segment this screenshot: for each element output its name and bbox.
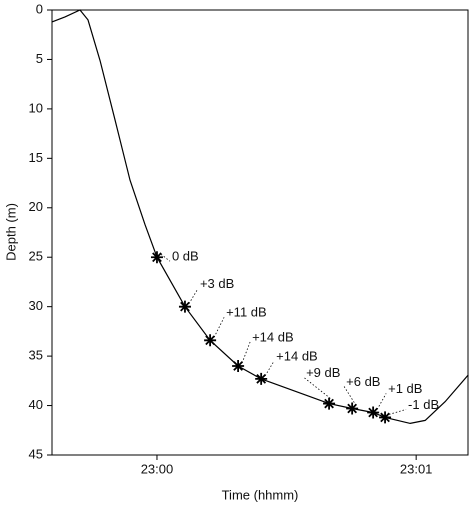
star-marker — [150, 251, 163, 264]
leader-line — [241, 341, 251, 364]
y-tick-label: 45 — [29, 446, 43, 461]
y-tick-label: 20 — [29, 199, 43, 214]
annotation: +6 dB — [346, 374, 380, 389]
annotation: +14 dB — [276, 348, 318, 363]
annotation: +3 dB — [200, 276, 234, 291]
leader-line — [388, 409, 407, 415]
y-tick-label: 30 — [29, 298, 43, 313]
star-marker — [367, 406, 380, 419]
star-marker — [232, 360, 245, 372]
leader-line — [188, 288, 199, 304]
annotation: +11 dB — [226, 305, 267, 320]
x-axis-label: Time (hhmm) — [222, 487, 299, 502]
annotation: -1 dB — [408, 397, 439, 412]
plot-frame — [51, 9, 469, 456]
annotation: +1 dB — [388, 381, 422, 396]
x-tick-label: 23:00 — [141, 461, 174, 476]
annotation: +14 dB — [252, 329, 294, 344]
annotation: +9 dB — [306, 365, 340, 380]
leader-line — [343, 386, 357, 406]
star-marker — [323, 397, 336, 410]
y-tick-label: 10 — [29, 100, 43, 115]
star-marker — [346, 402, 359, 415]
star-marker — [255, 372, 268, 385]
y-tick-label: 40 — [29, 397, 43, 412]
annotation: 0 dB — [172, 249, 199, 264]
star-marker — [178, 300, 191, 313]
y-tick-label: 0 — [36, 1, 43, 16]
leader-line — [264, 360, 275, 377]
star-marker — [204, 334, 217, 347]
y-axis-label: Depth (m) — [3, 203, 18, 261]
leader-line — [213, 317, 225, 338]
y-tick-label: 15 — [29, 150, 43, 165]
star-marker — [379, 411, 392, 424]
x-tick-label: 23:01 — [400, 461, 433, 476]
y-tick-label: 5 — [36, 51, 43, 66]
y-tick-label: 35 — [29, 348, 43, 363]
y-tick-label: 25 — [29, 249, 43, 264]
depth-line — [51, 9, 469, 425]
leader-line — [303, 377, 334, 401]
leader-line — [376, 393, 387, 410]
